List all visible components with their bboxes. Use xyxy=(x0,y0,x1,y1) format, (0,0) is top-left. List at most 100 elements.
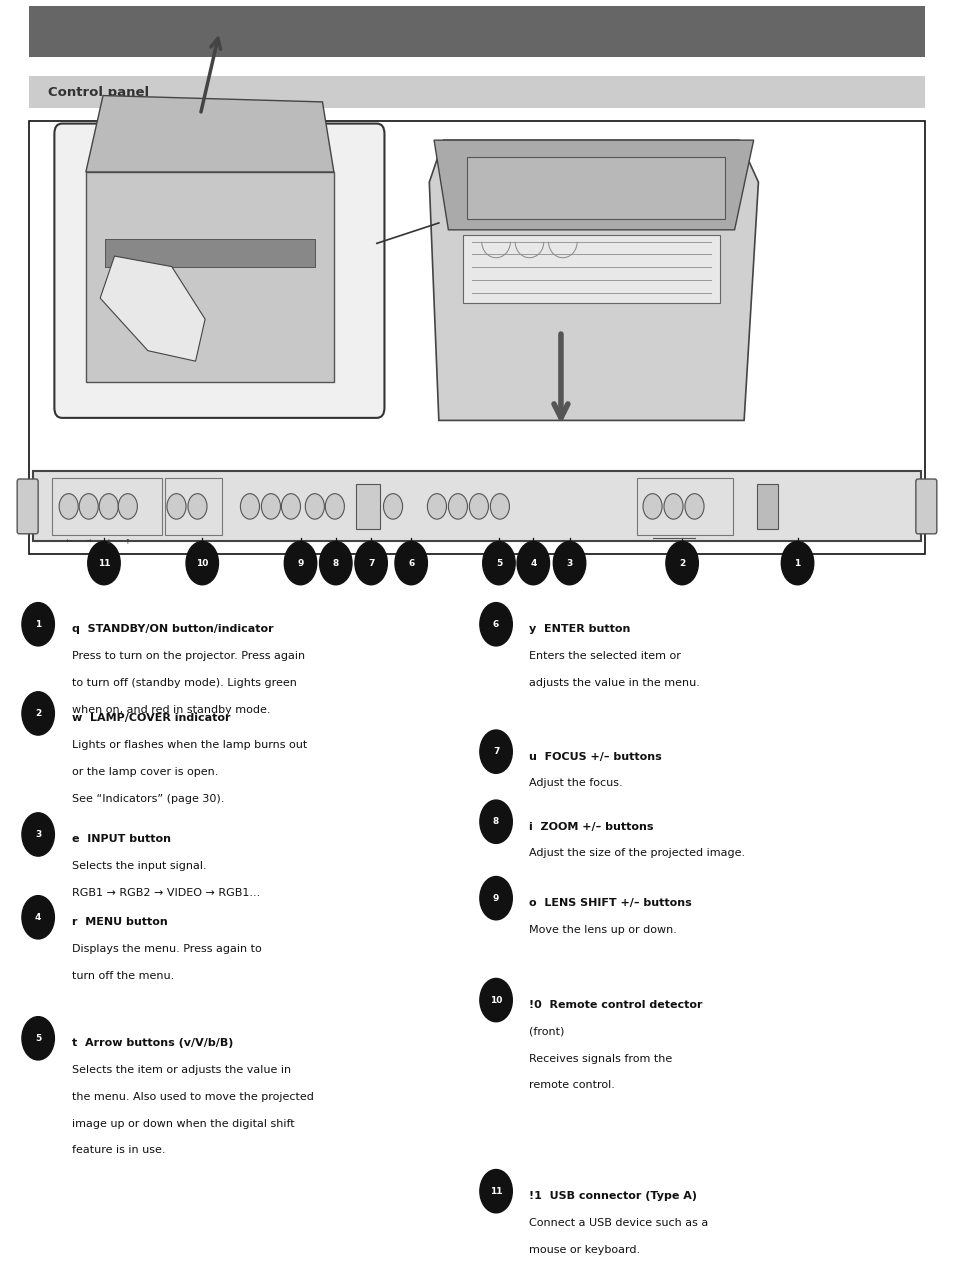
FancyBboxPatch shape xyxy=(17,479,38,534)
Text: t  Arrow buttons (v/V/b/B): t Arrow buttons (v/V/b/B) xyxy=(71,1038,233,1049)
Circle shape xyxy=(99,494,118,520)
Circle shape xyxy=(22,896,54,939)
Text: image up or down when the digital shift: image up or down when the digital shift xyxy=(71,1119,294,1129)
Circle shape xyxy=(479,603,512,646)
Circle shape xyxy=(118,494,137,520)
Text: Receives signals from the: Receives signals from the xyxy=(529,1054,672,1064)
Circle shape xyxy=(642,494,661,520)
Circle shape xyxy=(665,541,698,585)
Text: 9: 9 xyxy=(297,558,303,568)
Text: 4: 4 xyxy=(530,558,536,568)
Circle shape xyxy=(284,541,316,585)
Circle shape xyxy=(281,494,300,520)
Bar xyxy=(29,76,924,108)
Text: 10: 10 xyxy=(196,558,208,568)
Text: 5: 5 xyxy=(496,558,501,568)
Circle shape xyxy=(479,730,512,773)
Text: 3: 3 xyxy=(566,558,572,568)
Circle shape xyxy=(479,800,512,843)
Text: o  LENS SHIFT +/– buttons: o LENS SHIFT +/– buttons xyxy=(529,898,692,908)
Polygon shape xyxy=(86,96,334,172)
Text: Adjust the focus.: Adjust the focus. xyxy=(529,778,622,789)
Text: u  FOCUS +/– buttons: u FOCUS +/– buttons xyxy=(529,752,661,762)
Text: q  STANDBY/ON button/indicator: q STANDBY/ON button/indicator xyxy=(71,624,273,634)
Bar xyxy=(467,157,724,219)
Text: remote control.: remote control. xyxy=(529,1080,615,1091)
Text: Selects the item or adjusts the value in: Selects the item or adjusts the value in xyxy=(71,1065,291,1075)
Text: 1: 1 xyxy=(794,558,800,568)
Text: 11: 11 xyxy=(489,1186,502,1196)
Text: See “Indicators” (page 30).: See “Indicators” (page 30). xyxy=(71,794,224,804)
Text: Enters the selected item or: Enters the selected item or xyxy=(529,651,680,661)
Text: when on, and red in standby mode.: when on, and red in standby mode. xyxy=(71,705,270,715)
Bar xyxy=(355,484,379,529)
Text: RGB1 → RGB2 → VIDEO → RGB1...: RGB1 → RGB2 → VIDEO → RGB1... xyxy=(71,888,259,898)
Circle shape xyxy=(395,541,427,585)
Circle shape xyxy=(684,494,703,520)
Circle shape xyxy=(240,494,259,520)
Text: w  LAMP/COVER indicator: w LAMP/COVER indicator xyxy=(71,713,230,724)
Circle shape xyxy=(22,603,54,646)
Bar xyxy=(462,236,720,303)
Circle shape xyxy=(325,494,344,520)
Text: Press to turn on the projector. Press again: Press to turn on the projector. Press ag… xyxy=(71,651,304,661)
Circle shape xyxy=(186,541,218,585)
Text: Connect a USB device such as a: Connect a USB device such as a xyxy=(529,1218,708,1228)
Bar xyxy=(29,121,924,554)
Circle shape xyxy=(79,494,98,520)
Bar xyxy=(165,478,222,535)
Text: adjusts the value in the menu.: adjusts the value in the menu. xyxy=(529,678,700,688)
Circle shape xyxy=(261,494,280,520)
Circle shape xyxy=(88,541,120,585)
Polygon shape xyxy=(429,140,758,420)
Bar xyxy=(86,172,334,382)
Circle shape xyxy=(490,494,509,520)
Text: feature is in use.: feature is in use. xyxy=(71,1145,165,1156)
Text: 8: 8 xyxy=(493,817,498,827)
Text: i  ZOOM +/– buttons: i ZOOM +/– buttons xyxy=(529,822,654,832)
Circle shape xyxy=(781,541,813,585)
Text: 11: 11 xyxy=(97,558,111,568)
Circle shape xyxy=(383,494,402,520)
Circle shape xyxy=(427,494,446,520)
Circle shape xyxy=(305,494,324,520)
Circle shape xyxy=(22,692,54,735)
Text: to turn off (standby mode). Lights green: to turn off (standby mode). Lights green xyxy=(71,678,296,688)
Text: ↓: ↓ xyxy=(106,539,112,545)
Text: 4: 4 xyxy=(35,912,41,922)
Text: Lights or flashes when the lamp burns out: Lights or flashes when the lamp burns ou… xyxy=(71,740,307,750)
Circle shape xyxy=(59,494,78,520)
Text: y  ENTER button: y ENTER button xyxy=(529,624,630,634)
Circle shape xyxy=(517,541,549,585)
Circle shape xyxy=(448,494,467,520)
Text: 3: 3 xyxy=(35,829,41,840)
Bar xyxy=(637,478,732,535)
Circle shape xyxy=(479,978,512,1022)
Circle shape xyxy=(355,541,387,585)
Text: mouse or keyboard.: mouse or keyboard. xyxy=(529,1245,639,1255)
Text: 10: 10 xyxy=(490,995,501,1005)
Polygon shape xyxy=(100,256,205,362)
Text: the menu. Also used to move the projected: the menu. Also used to move the projecte… xyxy=(71,1092,314,1102)
Polygon shape xyxy=(434,140,753,229)
Circle shape xyxy=(22,813,54,856)
Text: 6: 6 xyxy=(408,558,414,568)
Text: (front): (front) xyxy=(529,1027,564,1037)
Text: 2: 2 xyxy=(679,558,684,568)
Bar xyxy=(29,6,924,57)
Text: 1: 1 xyxy=(35,619,41,629)
Text: 8: 8 xyxy=(333,558,338,568)
Circle shape xyxy=(188,494,207,520)
Text: !0  Remote control detector: !0 Remote control detector xyxy=(529,1000,702,1010)
Text: 2: 2 xyxy=(35,708,41,719)
Circle shape xyxy=(167,494,186,520)
Bar xyxy=(757,484,778,529)
Text: 6: 6 xyxy=(493,619,498,629)
Text: Displays the menu. Press again to: Displays the menu. Press again to xyxy=(71,944,261,954)
Text: Control panel: Control panel xyxy=(48,85,149,99)
Circle shape xyxy=(479,1170,512,1213)
FancyBboxPatch shape xyxy=(54,124,384,418)
Text: 7: 7 xyxy=(368,558,374,568)
Circle shape xyxy=(319,541,352,585)
Circle shape xyxy=(553,541,585,585)
